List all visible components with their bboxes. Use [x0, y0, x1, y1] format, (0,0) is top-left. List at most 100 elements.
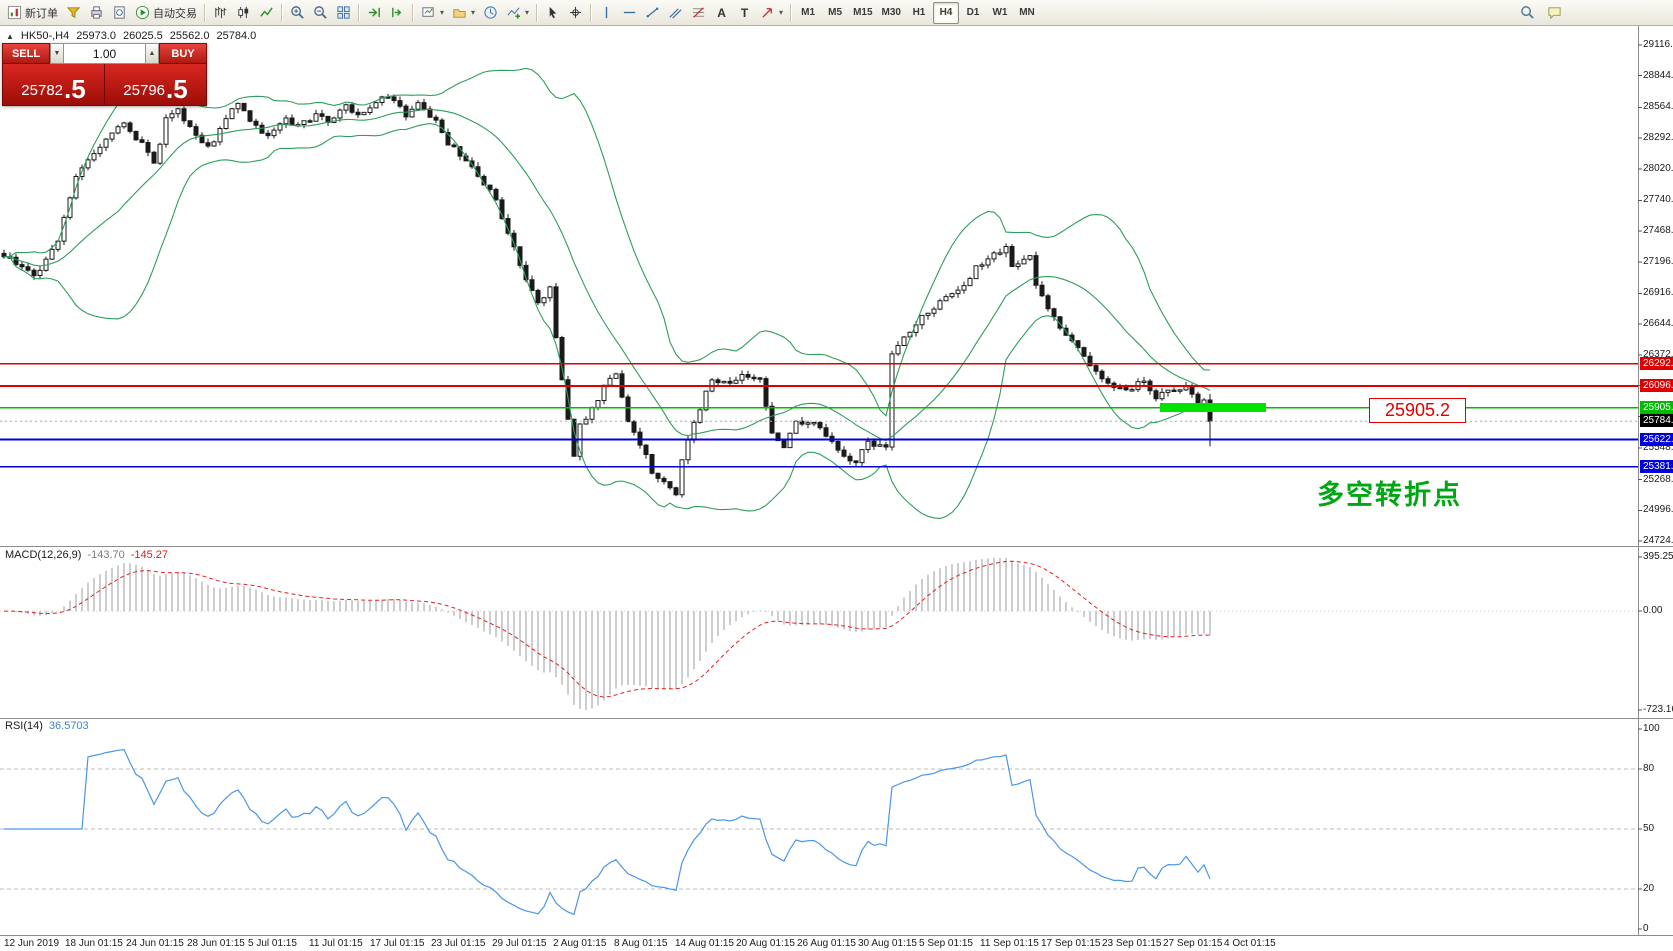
candlestick-layer [1, 93, 1213, 498]
funnel-icon [66, 7, 81, 18]
macd-scale-label: 0.00 [1643, 605, 1663, 616]
auto-trading-label: 自动交易 [153, 7, 197, 20]
volume-input[interactable]: 1.00 [64, 43, 145, 64]
toolbar-separator [590, 3, 593, 22]
timeframe-button-m5[interactable]: M5 [828, 7, 843, 18]
ohlc-low: 25562.0 [169, 30, 210, 42]
chart-shift-button[interactable] [386, 2, 409, 24]
timeframe-button-h1[interactable]: H1 [912, 7, 926, 18]
timeframe-button-m1[interactable]: M1 [801, 7, 816, 18]
vertical-line-tool[interactable] [595, 2, 618, 24]
channel-icon [669, 8, 682, 19]
sell-price-dec: .5 [64, 73, 86, 104]
clock-icon [484, 6, 497, 19]
zoom-in-button[interactable] [286, 2, 309, 24]
trade-panel-prices: 25782 .5 25796 .5 [2, 64, 207, 106]
price-tick-label: 28564.0 [1643, 101, 1673, 112]
trendline-tool[interactable] [641, 2, 664, 24]
timeframe-button-m30[interactable]: M30 [881, 7, 901, 18]
fibonacci-tool[interactable] [687, 2, 710, 24]
auto-trading-button[interactable]: 自动交易 [131, 2, 201, 24]
rsi-name: RSI(14) [5, 720, 43, 732]
sell-price[interactable]: 25782 .5 [3, 64, 105, 105]
text-tool[interactable]: A [710, 2, 733, 24]
chevron-down-icon: ▾ [779, 8, 784, 17]
turning-point-label[interactable]: 多空转折点 [1317, 480, 1462, 510]
price-tick-label: 27196.0 [1643, 256, 1673, 267]
chat-button[interactable] [1543, 2, 1566, 24]
new-chart-button[interactable]: ▾ [417, 2, 448, 24]
crosshair-button[interactable] [564, 2, 587, 24]
preview-icon [114, 6, 125, 19]
timeframe-button-d1[interactable]: D1 [966, 7, 980, 18]
fibonacci-icon [692, 7, 705, 18]
toolbar-separator [536, 3, 539, 22]
date-tick-label: 29 Jul 01:15 [492, 938, 547, 949]
chat-icon [1548, 7, 1561, 20]
indicators-icon [507, 7, 521, 19]
new-order-label: 新订单 [25, 7, 58, 20]
timeframe-button-h4[interactable]: H4 [932, 1, 959, 24]
new-order-button[interactable]: 新订单 [3, 2, 62, 24]
line-chart-button[interactable] [255, 2, 278, 24]
zoom-out-button[interactable] [309, 2, 332, 24]
horizontal-levels-layer[interactable] [0, 363, 1638, 468]
indicators-button[interactable]: ▾ [502, 2, 533, 24]
search-button[interactable] [1516, 2, 1539, 24]
timeframe-button-m15[interactable]: M15 [853, 7, 873, 18]
trade-panel-controls: SELL ▼ 1.00 ▲ BUY [2, 43, 207, 64]
arrow-icon [762, 8, 772, 18]
chevron-down-icon: ▾ [471, 8, 476, 17]
profiles-button[interactable]: ▾ [448, 2, 479, 24]
zoom-out-icon [314, 6, 327, 19]
macd-main-value: -143.70 [87, 549, 125, 561]
date-tick-label: 5 Sep 01:15 [919, 938, 973, 949]
candlestick-chart-button[interactable] [232, 2, 255, 24]
panel-splitters[interactable] [0, 26, 1673, 936]
price-callout[interactable]: 25905.2 [1369, 398, 1466, 423]
price-tick-label: 28020.0 [1643, 163, 1673, 174]
print-button[interactable] [85, 2, 108, 24]
new-order-icon [7, 5, 22, 20]
sell-button[interactable]: SELL [2, 43, 50, 64]
tile-windows-button[interactable] [332, 2, 355, 24]
timeframe-button-mn[interactable]: MN [1019, 7, 1035, 18]
auto-scroll-icon [368, 7, 380, 18]
date-tick-label: 11 Sep 01:15 [980, 938, 1039, 949]
period-button[interactable] [479, 2, 502, 24]
horizontal-line-tool[interactable] [618, 2, 641, 24]
vertical-line-icon [605, 6, 608, 19]
rsi-indicator-label: RSI(14) 36.5703 [5, 720, 89, 732]
macd-signal-line [4, 560, 1210, 698]
price-tick-label: 27468.0 [1643, 225, 1673, 236]
timeframe-button-w1[interactable]: W1 [992, 7, 1008, 18]
chevron-down-icon: ▾ [440, 8, 445, 17]
label-tool[interactable]: T [733, 2, 756, 24]
buy-button[interactable]: BUY [159, 43, 207, 64]
bollinger-lower-line [3, 123, 1211, 519]
bar-chart-button[interactable] [209, 2, 232, 24]
metaeditor-button[interactable] [62, 2, 85, 24]
price-tick-label: 29116.0 [1643, 39, 1673, 50]
ohlc-open: 25973.0 [76, 30, 116, 42]
cursor-button[interactable] [541, 2, 564, 24]
date-tick-label: 8 Aug 01:15 [614, 938, 668, 949]
buy-price-dec: .5 [166, 73, 188, 104]
date-tick-label: 2 Aug 01:15 [553, 938, 607, 949]
tile-windows-icon [337, 6, 350, 19]
current-price-label: 25784.0 [1640, 414, 1673, 427]
volume-decrease-button[interactable]: ▼ [50, 43, 64, 64]
price-level-label: 26292.3 [1640, 357, 1673, 370]
date-tick-label: 14 Aug 01:15 [675, 938, 734, 949]
zoom-in-icon [291, 6, 304, 19]
arrows-tool[interactable]: ▾ [756, 2, 787, 24]
auto-scroll-button[interactable] [363, 2, 386, 24]
toolbar-separator [281, 3, 283, 22]
macd-scale-label: 395.25 [1643, 551, 1673, 562]
print-preview-button[interactable] [108, 2, 131, 24]
channel-tool[interactable] [664, 2, 687, 24]
bar-chart-icon [215, 6, 227, 19]
volume-increase-button[interactable]: ▲ [145, 43, 159, 64]
buy-price[interactable]: 25796 .5 [105, 64, 206, 105]
